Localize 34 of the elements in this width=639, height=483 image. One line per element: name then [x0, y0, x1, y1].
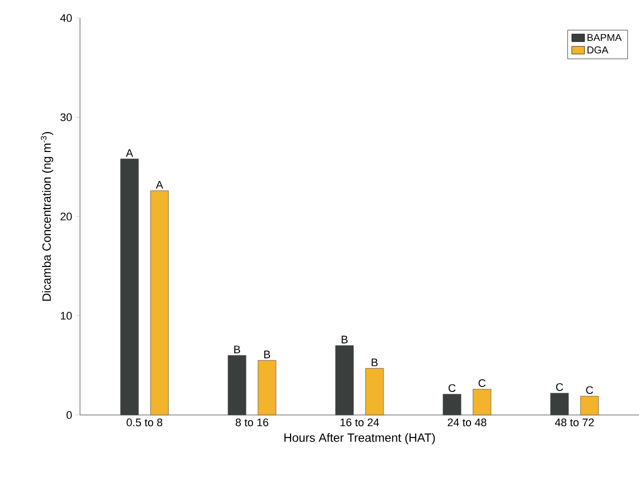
y-tick-label: 30 — [60, 113, 72, 122]
x-tick-label: 24 to 48 — [448, 418, 486, 426]
x-tick-label: 16 to 24 — [340, 418, 379, 426]
data-label: B — [264, 350, 270, 358]
data-label: B — [342, 336, 348, 344]
x-tick-label: 8 to 16 — [236, 418, 268, 426]
bar — [580, 396, 599, 416]
data-label: C — [556, 383, 564, 391]
data-label: A — [156, 180, 164, 188]
x-tick-label: 48 to 72 — [554, 418, 594, 426]
bar — [120, 158, 139, 416]
data-label: B — [372, 358, 378, 366]
legend-label: DGA — [588, 46, 608, 54]
data-label: A — [126, 149, 134, 157]
bar — [365, 368, 384, 416]
y-tick-label: 0 — [66, 411, 72, 419]
bar — [472, 388, 492, 416]
bar — [550, 392, 569, 416]
data-label: C — [586, 386, 594, 394]
legend-label: BAPMA — [588, 34, 622, 41]
bar — [442, 394, 462, 416]
data-label: B — [234, 346, 240, 354]
x-axis-title: Hours After Treatment (HAT) — [284, 433, 435, 444]
y-tick-label: 40 — [60, 14, 72, 22]
bar — [150, 190, 169, 416]
data-label: C — [448, 384, 456, 392]
bar — [335, 345, 354, 416]
y-axis-title: Dicamba Concentration (ng m$^{-3}$) — [40, 132, 54, 301]
bar — [228, 355, 246, 416]
y-tick-label: 20 — [60, 212, 72, 220]
y-tick-label: 10 — [60, 312, 72, 320]
bar — [258, 360, 276, 416]
data-label: C — [478, 379, 486, 387]
x-tick-label: 0.5 to 8 — [126, 418, 162, 426]
